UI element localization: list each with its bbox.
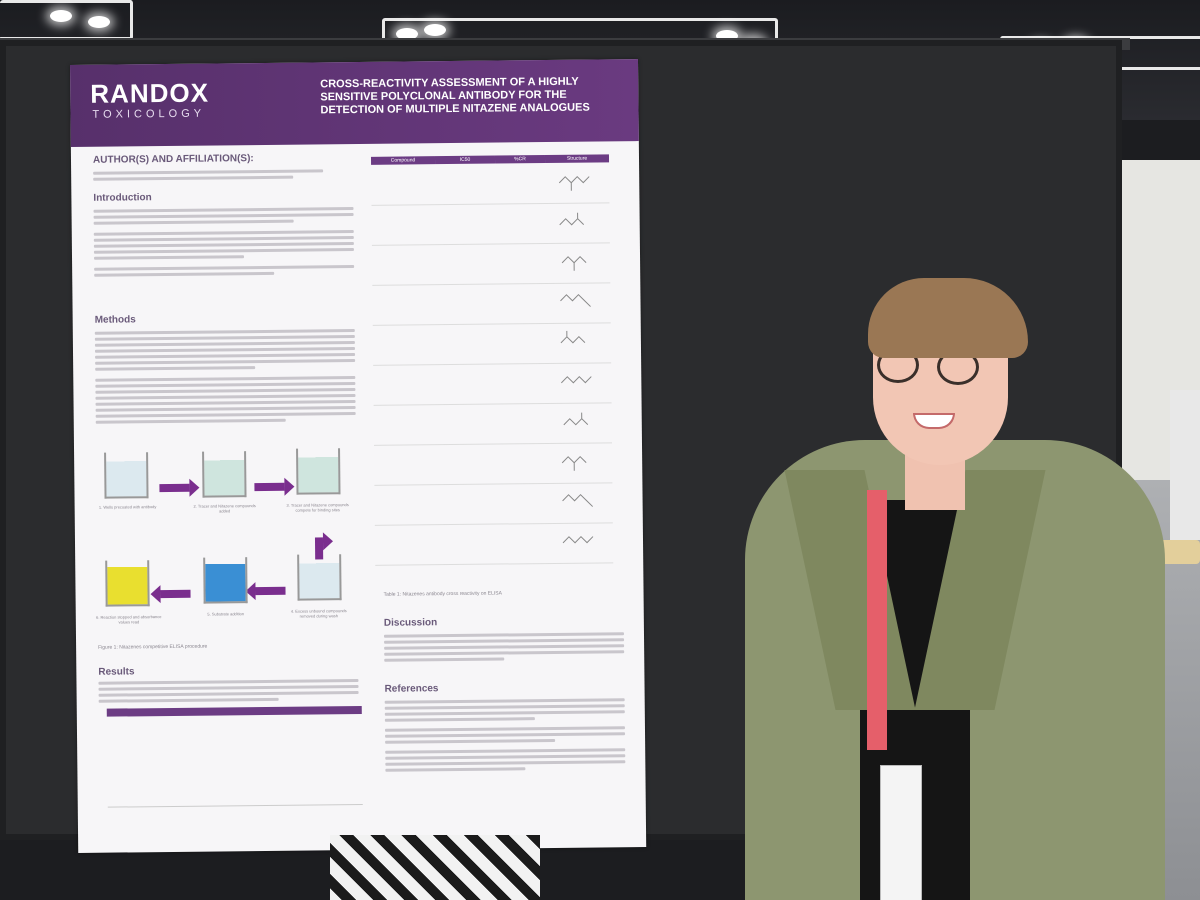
molecule-structure: [562, 493, 594, 507]
references-heading: References: [384, 683, 439, 695]
poster-title: CROSS-REACTIVITY ASSESSMENT OF A HIGHLY …: [320, 75, 590, 117]
molecule-structure: [558, 175, 590, 191]
elisa-well-6: [105, 560, 150, 607]
introduction-text: [93, 204, 355, 280]
elisa-well-2: [202, 451, 247, 498]
methods-text: [94, 326, 356, 427]
poster-header: RANDOX TOXICOLOGY CROSS-REACTIVITY ASSES…: [70, 59, 639, 147]
arrow-icon: [159, 483, 190, 493]
methods-heading: Methods: [94, 314, 136, 326]
arrow-icon: [160, 589, 191, 599]
elisa-well-5: [203, 557, 248, 604]
references-text: [384, 695, 626, 775]
molecule-structure: [560, 330, 586, 344]
lanyard: [867, 490, 887, 750]
bystander: [1170, 390, 1200, 540]
elisa-well-3: [296, 448, 341, 495]
authors-heading: AUTHOR(S) AND AFFILIATION(S):: [92, 153, 254, 166]
introduction-heading: Introduction: [93, 192, 152, 204]
table-row: [371, 202, 610, 246]
step-caption: 6. Reaction stopped and absorbance value…: [96, 614, 162, 625]
figure-caption: Figure 1: Nitazenes competitive ELISA pr…: [98, 643, 208, 651]
light-bulb: [50, 10, 72, 22]
name-badge: [880, 765, 922, 900]
elisa-well-1: [104, 452, 149, 499]
table-row: [373, 362, 612, 406]
step-caption: 5. Substrate addition: [207, 611, 245, 617]
table-row: [373, 402, 612, 446]
person-hair: [868, 278, 1028, 358]
light-bulb: [88, 16, 110, 28]
step-caption: 4. Excess unbound compounds removed duri…: [290, 608, 347, 619]
cross-reactivity-table: Compound IC50 %CR Structure: [370, 154, 614, 571]
molecule-structure: [562, 535, 594, 544]
light-bulb: [424, 24, 446, 36]
molecule-structure: [561, 255, 587, 271]
research-poster: RANDOX TOXICOLOGY CROSS-REACTIVITY ASSES…: [70, 59, 647, 853]
discussion-text: [383, 629, 625, 665]
arrow-icon: [254, 482, 285, 492]
results-text: [98, 676, 359, 706]
logo-subtitle: TOXICOLOGY: [92, 107, 206, 121]
authors-text: [93, 166, 343, 184]
molecule-structure: [560, 293, 591, 307]
randox-logo: RANDOX: [90, 77, 210, 109]
table-row: [372, 282, 611, 326]
results-heading: Results: [98, 666, 135, 678]
patterned-clothing: [330, 835, 540, 900]
discussion-heading: Discussion: [383, 617, 438, 629]
step-caption: 2. Tracer and Nitazene compounds added: [193, 503, 256, 514]
arrow-icon: [255, 586, 286, 596]
molecule-structure: [563, 412, 589, 426]
table-row: [374, 522, 614, 566]
step-caption: 1. Wells precoated with antibody: [98, 504, 157, 510]
table-caption: Table 1: Nitazenes antibody cross reacti…: [383, 590, 502, 598]
light-bulb: [396, 28, 418, 40]
step-caption: 3. Tracer and Nitazene compounds compete…: [286, 502, 349, 513]
molecule-structure: [560, 375, 592, 384]
table-row: [371, 162, 610, 206]
molecule-structure: [559, 212, 585, 226]
elisa-well-4: [297, 554, 342, 601]
smile: [913, 413, 955, 429]
table-row: [374, 482, 613, 526]
table-row: [371, 242, 611, 286]
table-row: [372, 322, 612, 366]
results-table: [106, 713, 363, 808]
molecule-structure: [561, 455, 587, 471]
table-row: [373, 442, 613, 486]
